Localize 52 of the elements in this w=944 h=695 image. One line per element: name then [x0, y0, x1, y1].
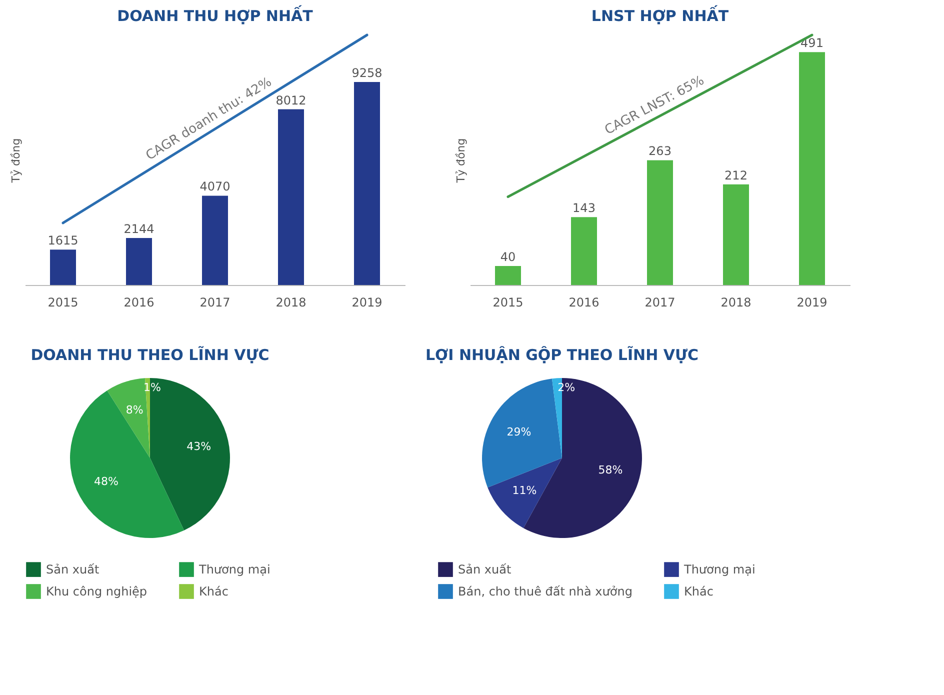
pie-slice: [70, 390, 184, 538]
x-tick-label: 2015: [492, 296, 524, 310]
bar: [647, 160, 673, 285]
data-label: 212: [724, 168, 748, 182]
data-label: 1%: [143, 381, 161, 394]
x-tick-label: 2017: [644, 296, 676, 310]
data-label: 58%: [598, 463, 623, 476]
pie-slice: [488, 458, 562, 528]
bar: [126, 238, 152, 285]
x-tick-label: 2018: [720, 296, 752, 310]
chart-title: LNST HỢP NHẤT: [591, 4, 730, 25]
x-tick-label: 2016: [568, 296, 600, 310]
bar: [571, 217, 597, 285]
y-axis-title: Tỷ đồng: [10, 138, 22, 184]
bar: [278, 109, 304, 285]
data-label: 43%: [186, 440, 212, 454]
x-tick-label: 2019: [796, 296, 828, 310]
legend-label: Bán, cho thuê đất nhà xưởng: [458, 584, 632, 598]
bar: [50, 250, 76, 285]
data-label: 1615: [48, 234, 78, 248]
data-label: 9258: [352, 66, 382, 80]
legend-label: Khác: [684, 584, 714, 598]
chart-title: DOANH THU THEO LĨNH VỰC: [30, 346, 270, 364]
data-label: 40: [500, 250, 516, 264]
data-label: 8%: [126, 403, 144, 416]
data-label: 48%: [94, 475, 118, 488]
data-label: 2144: [124, 222, 154, 236]
legend-label: Khác: [199, 584, 228, 598]
data-label: 8012: [276, 93, 306, 108]
data-label: 143: [572, 201, 596, 216]
bar: [723, 184, 749, 285]
legend-label: Khu công nghiệp: [46, 584, 148, 598]
legend-label: Sản xuất: [458, 562, 512, 577]
bar: [354, 82, 380, 285]
data-label: 29%: [506, 426, 532, 439]
bar: [799, 52, 825, 285]
x-tick-label: 2017: [200, 296, 230, 310]
chart-title: LỢI NHUẬN GỘP THEO LĨNH VỰC: [425, 346, 699, 364]
y-axis-title: Tỷ đồng: [454, 138, 468, 184]
x-tick-label: 2016: [124, 296, 154, 310]
bar: [202, 196, 228, 285]
legend-label: Sản xuất: [46, 562, 100, 577]
data-label: 263: [648, 144, 672, 158]
x-tick-label: 2018: [276, 296, 306, 310]
data-label: 4070: [200, 180, 230, 194]
x-tick-label: 2015: [48, 296, 78, 310]
legend-label: Thương mại: [198, 562, 270, 577]
data-label: 11%: [512, 484, 537, 498]
bar: [495, 266, 521, 285]
chart-title: DOANH THU HỢP NHẤT: [117, 4, 314, 25]
legend-label: Thương mại: [683, 562, 756, 577]
x-tick-label: 2019: [352, 296, 382, 310]
